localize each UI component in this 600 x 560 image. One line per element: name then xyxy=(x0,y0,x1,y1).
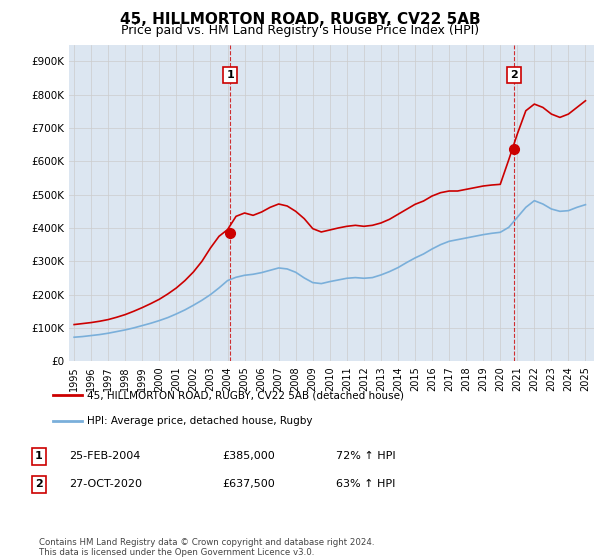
Text: £637,500: £637,500 xyxy=(222,479,275,489)
Text: 1: 1 xyxy=(226,70,234,80)
Text: Price paid vs. HM Land Registry's House Price Index (HPI): Price paid vs. HM Land Registry's House … xyxy=(121,24,479,37)
Text: 1: 1 xyxy=(35,451,43,461)
Text: 27-OCT-2020: 27-OCT-2020 xyxy=(69,479,142,489)
Text: 2: 2 xyxy=(35,479,43,489)
Text: HPI: Average price, detached house, Rugby: HPI: Average price, detached house, Rugb… xyxy=(87,416,313,426)
Text: 63% ↑ HPI: 63% ↑ HPI xyxy=(336,479,395,489)
Text: Contains HM Land Registry data © Crown copyright and database right 2024.
This d: Contains HM Land Registry data © Crown c… xyxy=(39,538,374,557)
Text: 45, HILLMORTON ROAD, RUGBY, CV22 5AB: 45, HILLMORTON ROAD, RUGBY, CV22 5AB xyxy=(119,12,481,27)
Text: 72% ↑ HPI: 72% ↑ HPI xyxy=(336,451,395,461)
Text: £385,000: £385,000 xyxy=(222,451,275,461)
Text: 45, HILLMORTON ROAD, RUGBY, CV22 5AB (detached house): 45, HILLMORTON ROAD, RUGBY, CV22 5AB (de… xyxy=(87,390,404,400)
Text: 2: 2 xyxy=(511,70,518,80)
Text: 25-FEB-2004: 25-FEB-2004 xyxy=(69,451,140,461)
